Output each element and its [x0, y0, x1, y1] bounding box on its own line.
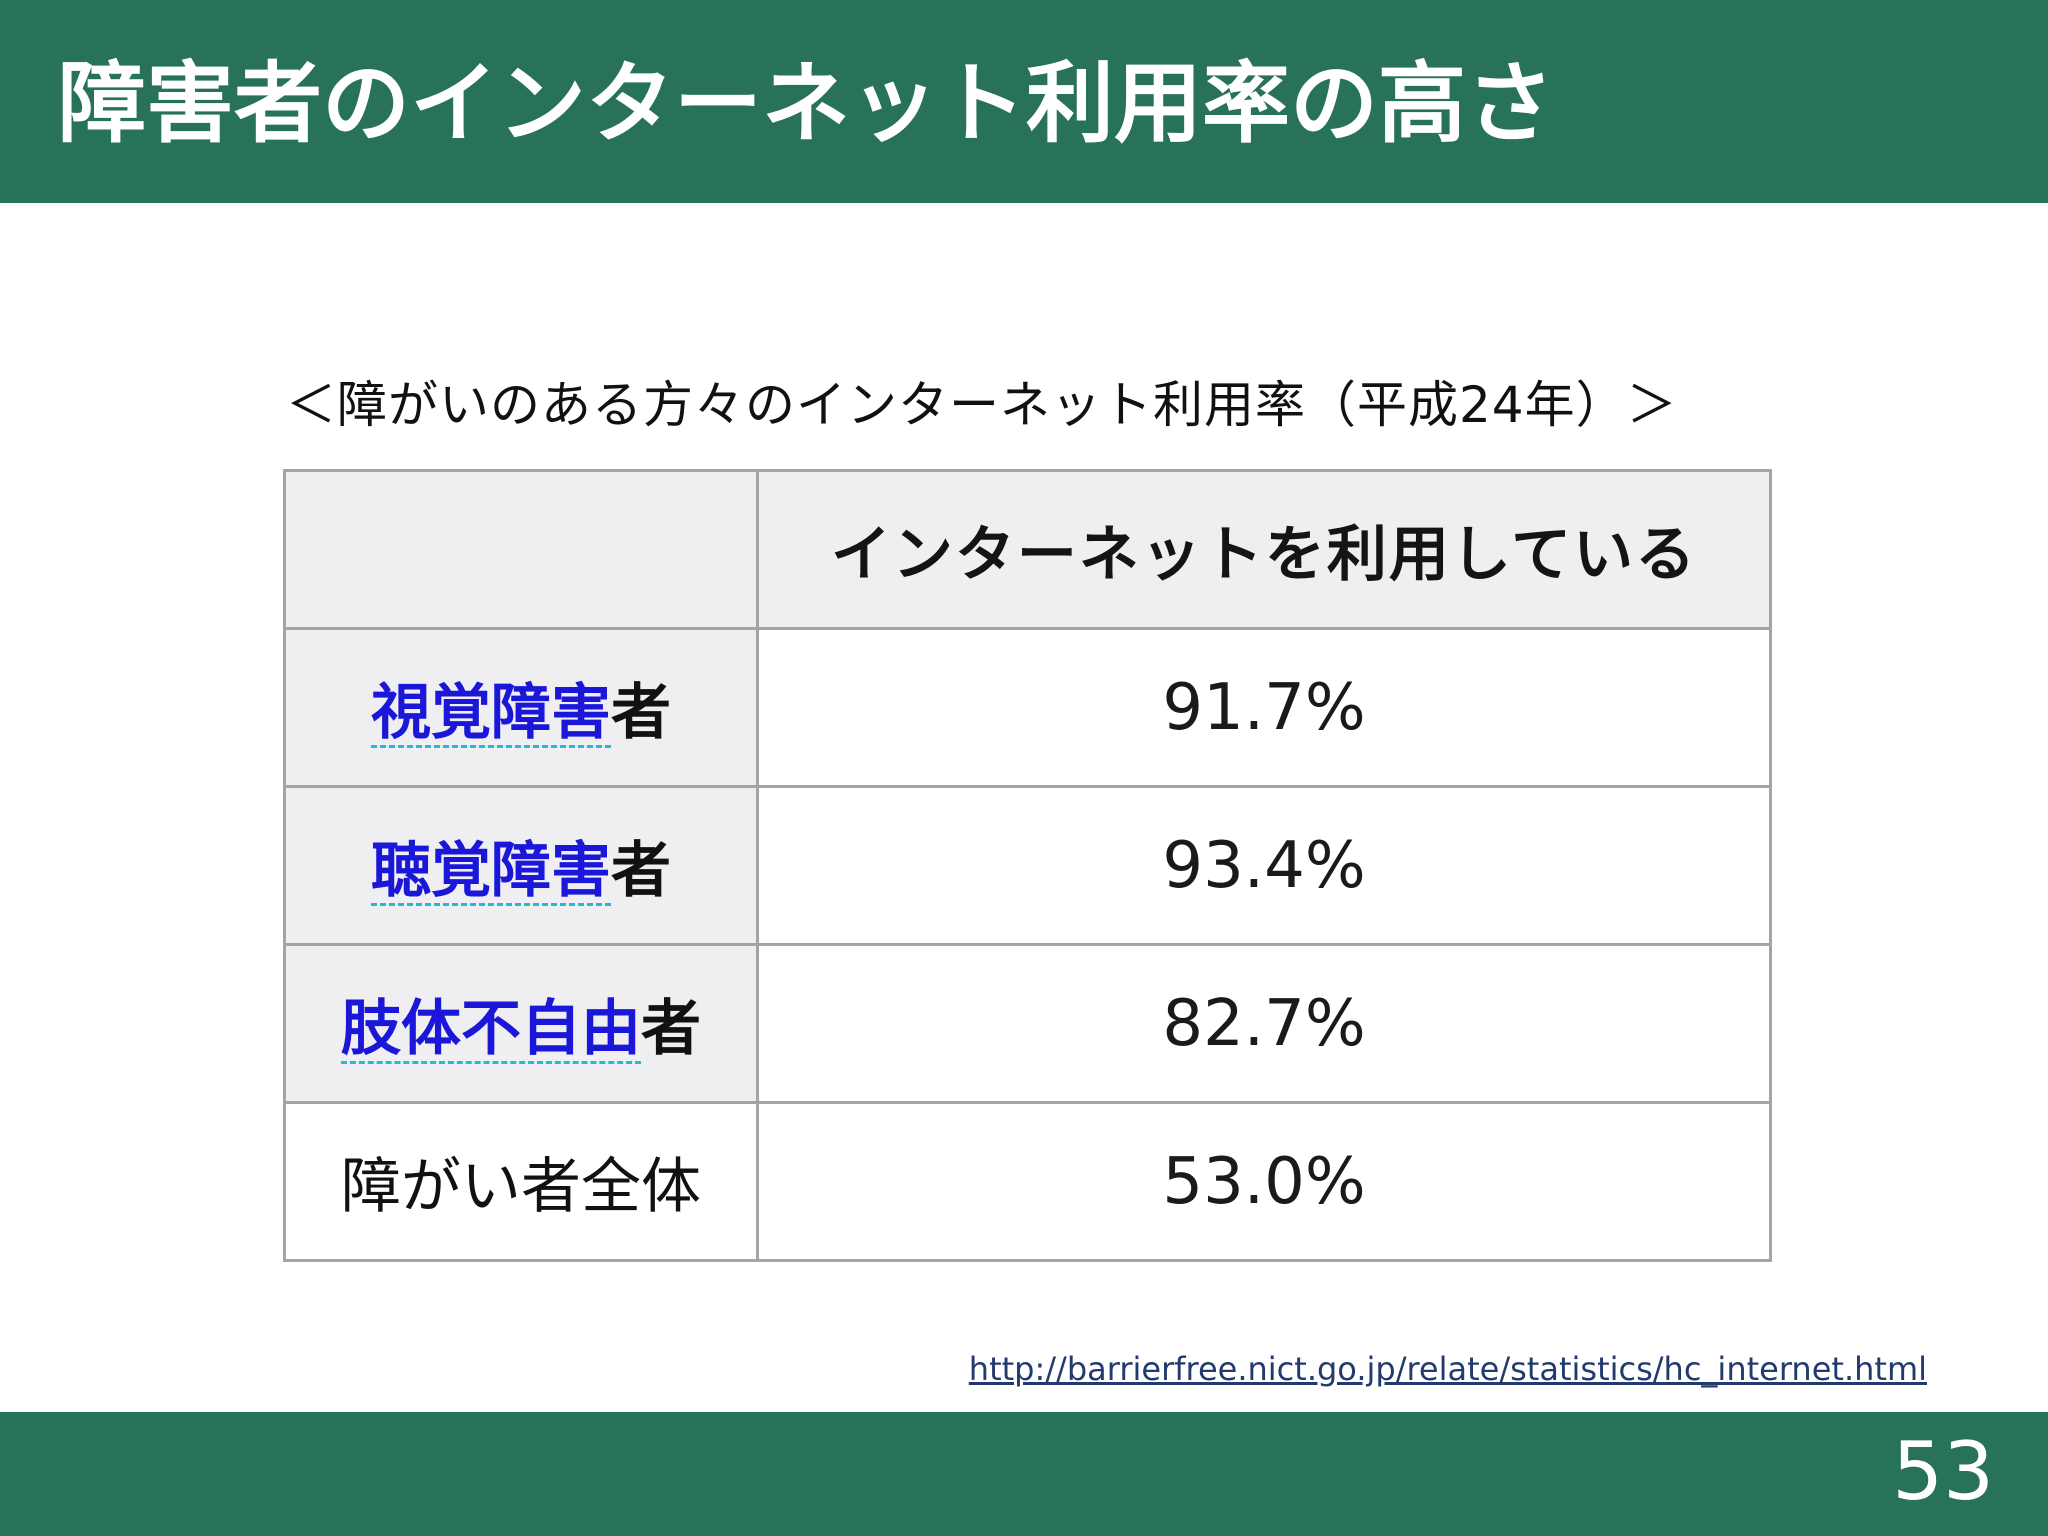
- row-label-overall: 障がい者全体: [283, 1101, 759, 1262]
- table-row: 肢体不自由者 82.7%: [283, 943, 1772, 1104]
- source-link[interactable]: http://barrierfree.nict.go.jp/relate/sta…: [968, 1350, 1927, 1388]
- row-label-suffix: 者: [641, 994, 701, 1064]
- column-header-using-internet: インターネットを利用している: [756, 469, 1772, 630]
- footer-bar: [0, 1412, 2048, 1536]
- physical-disability-link[interactable]: 肢体不自由: [341, 994, 641, 1064]
- visual-impairment-link[interactable]: 視覚障害: [371, 678, 611, 748]
- table-header-row: インターネットを利用している: [283, 469, 1772, 630]
- table-row: 視覚障害者 91.7%: [283, 627, 1772, 788]
- row-label-suffix: 者: [611, 836, 671, 906]
- page-number: 53: [1892, 1425, 1994, 1518]
- row-value-hearing: 93.4%: [756, 785, 1772, 946]
- hearing-impairment-link[interactable]: 聴覚障害: [371, 836, 611, 906]
- table-caption: ＜障がいのある方々のインターネット利用率（平成24年）＞: [286, 376, 1678, 434]
- table-row: 障がい者全体 53.0%: [283, 1101, 1772, 1262]
- row-label-physical: 肢体不自由者: [283, 943, 759, 1104]
- row-label-hearing: 聴覚障害者: [283, 785, 759, 946]
- slide-title: 障害者のインターネット利用率の高さ: [58, 52, 1555, 155]
- table-row: 聴覚障害者 93.4%: [283, 785, 1772, 946]
- internet-usage-table: インターネットを利用している 視覚障害者 91.7% 聴覚障害者 93.4% 肢…: [283, 469, 1772, 1262]
- row-value-overall: 53.0%: [756, 1101, 1772, 1262]
- row-label-suffix: 者: [611, 678, 671, 748]
- header-empty-cell: [283, 469, 759, 630]
- row-label-visual: 視覚障害者: [283, 627, 759, 788]
- row-value-physical: 82.7%: [756, 943, 1772, 1104]
- row-value-visual: 91.7%: [756, 627, 1772, 788]
- header-bar: [0, 0, 2048, 203]
